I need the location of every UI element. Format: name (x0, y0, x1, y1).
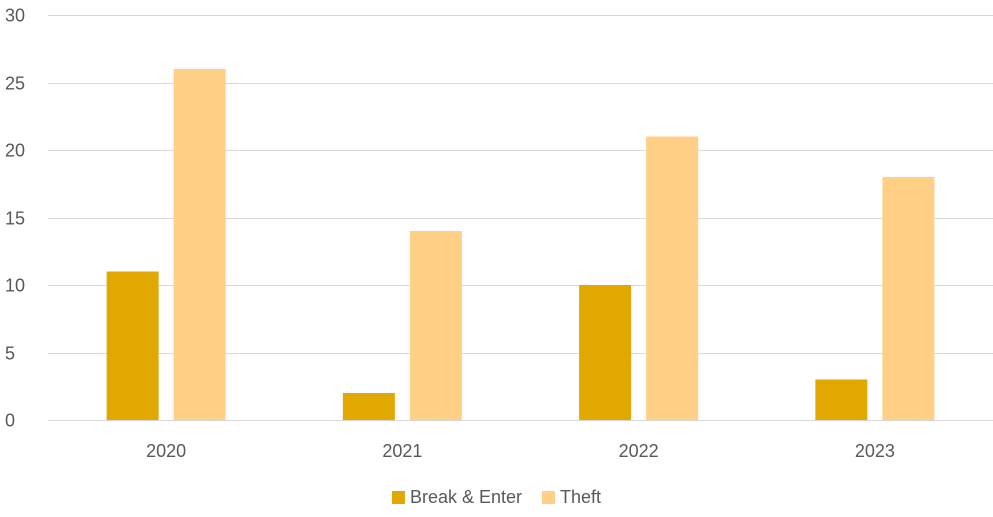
x-tick-label: 2021 (382, 441, 422, 461)
x-axis-ticks: 2020 2021 2022 2023 (146, 441, 895, 461)
x-tick-label: 2020 (146, 441, 186, 461)
y-axis-ticks: 0 5 10 15 20 25 30 (5, 6, 25, 431)
bar-theft-2022 (646, 136, 699, 420)
x-tick-label: 2022 (619, 441, 659, 461)
legend-label[interactable]: Theft (560, 487, 601, 507)
bars (106, 69, 935, 420)
bar-break-enter-2021 (342, 393, 395, 420)
y-tick-label: 30 (5, 6, 25, 26)
x-tick-label: 2023 (855, 441, 895, 461)
bar-break-enter-2020 (106, 271, 159, 420)
y-tick-label: 0 (5, 411, 15, 431)
y-tick-label: 25 (5, 74, 25, 94)
bar-theft-2023 (882, 177, 935, 420)
legend-label[interactable]: Break & Enter (410, 487, 522, 507)
bar-theft-2021 (409, 231, 462, 420)
legend-swatch-theft (542, 491, 556, 504)
bar-break-enter-2023 (815, 379, 868, 420)
y-tick-label: 15 (5, 209, 25, 229)
bar-theft-2020 (173, 69, 226, 420)
y-tick-label: 20 (5, 141, 25, 161)
y-tick-label: 5 (5, 344, 15, 364)
legend-swatch-break-enter (391, 491, 405, 504)
y-tick-label: 10 (5, 276, 25, 296)
legend[interactable]: Break & Enter Theft (391, 487, 601, 507)
bar-break-enter-2022 (579, 285, 632, 420)
